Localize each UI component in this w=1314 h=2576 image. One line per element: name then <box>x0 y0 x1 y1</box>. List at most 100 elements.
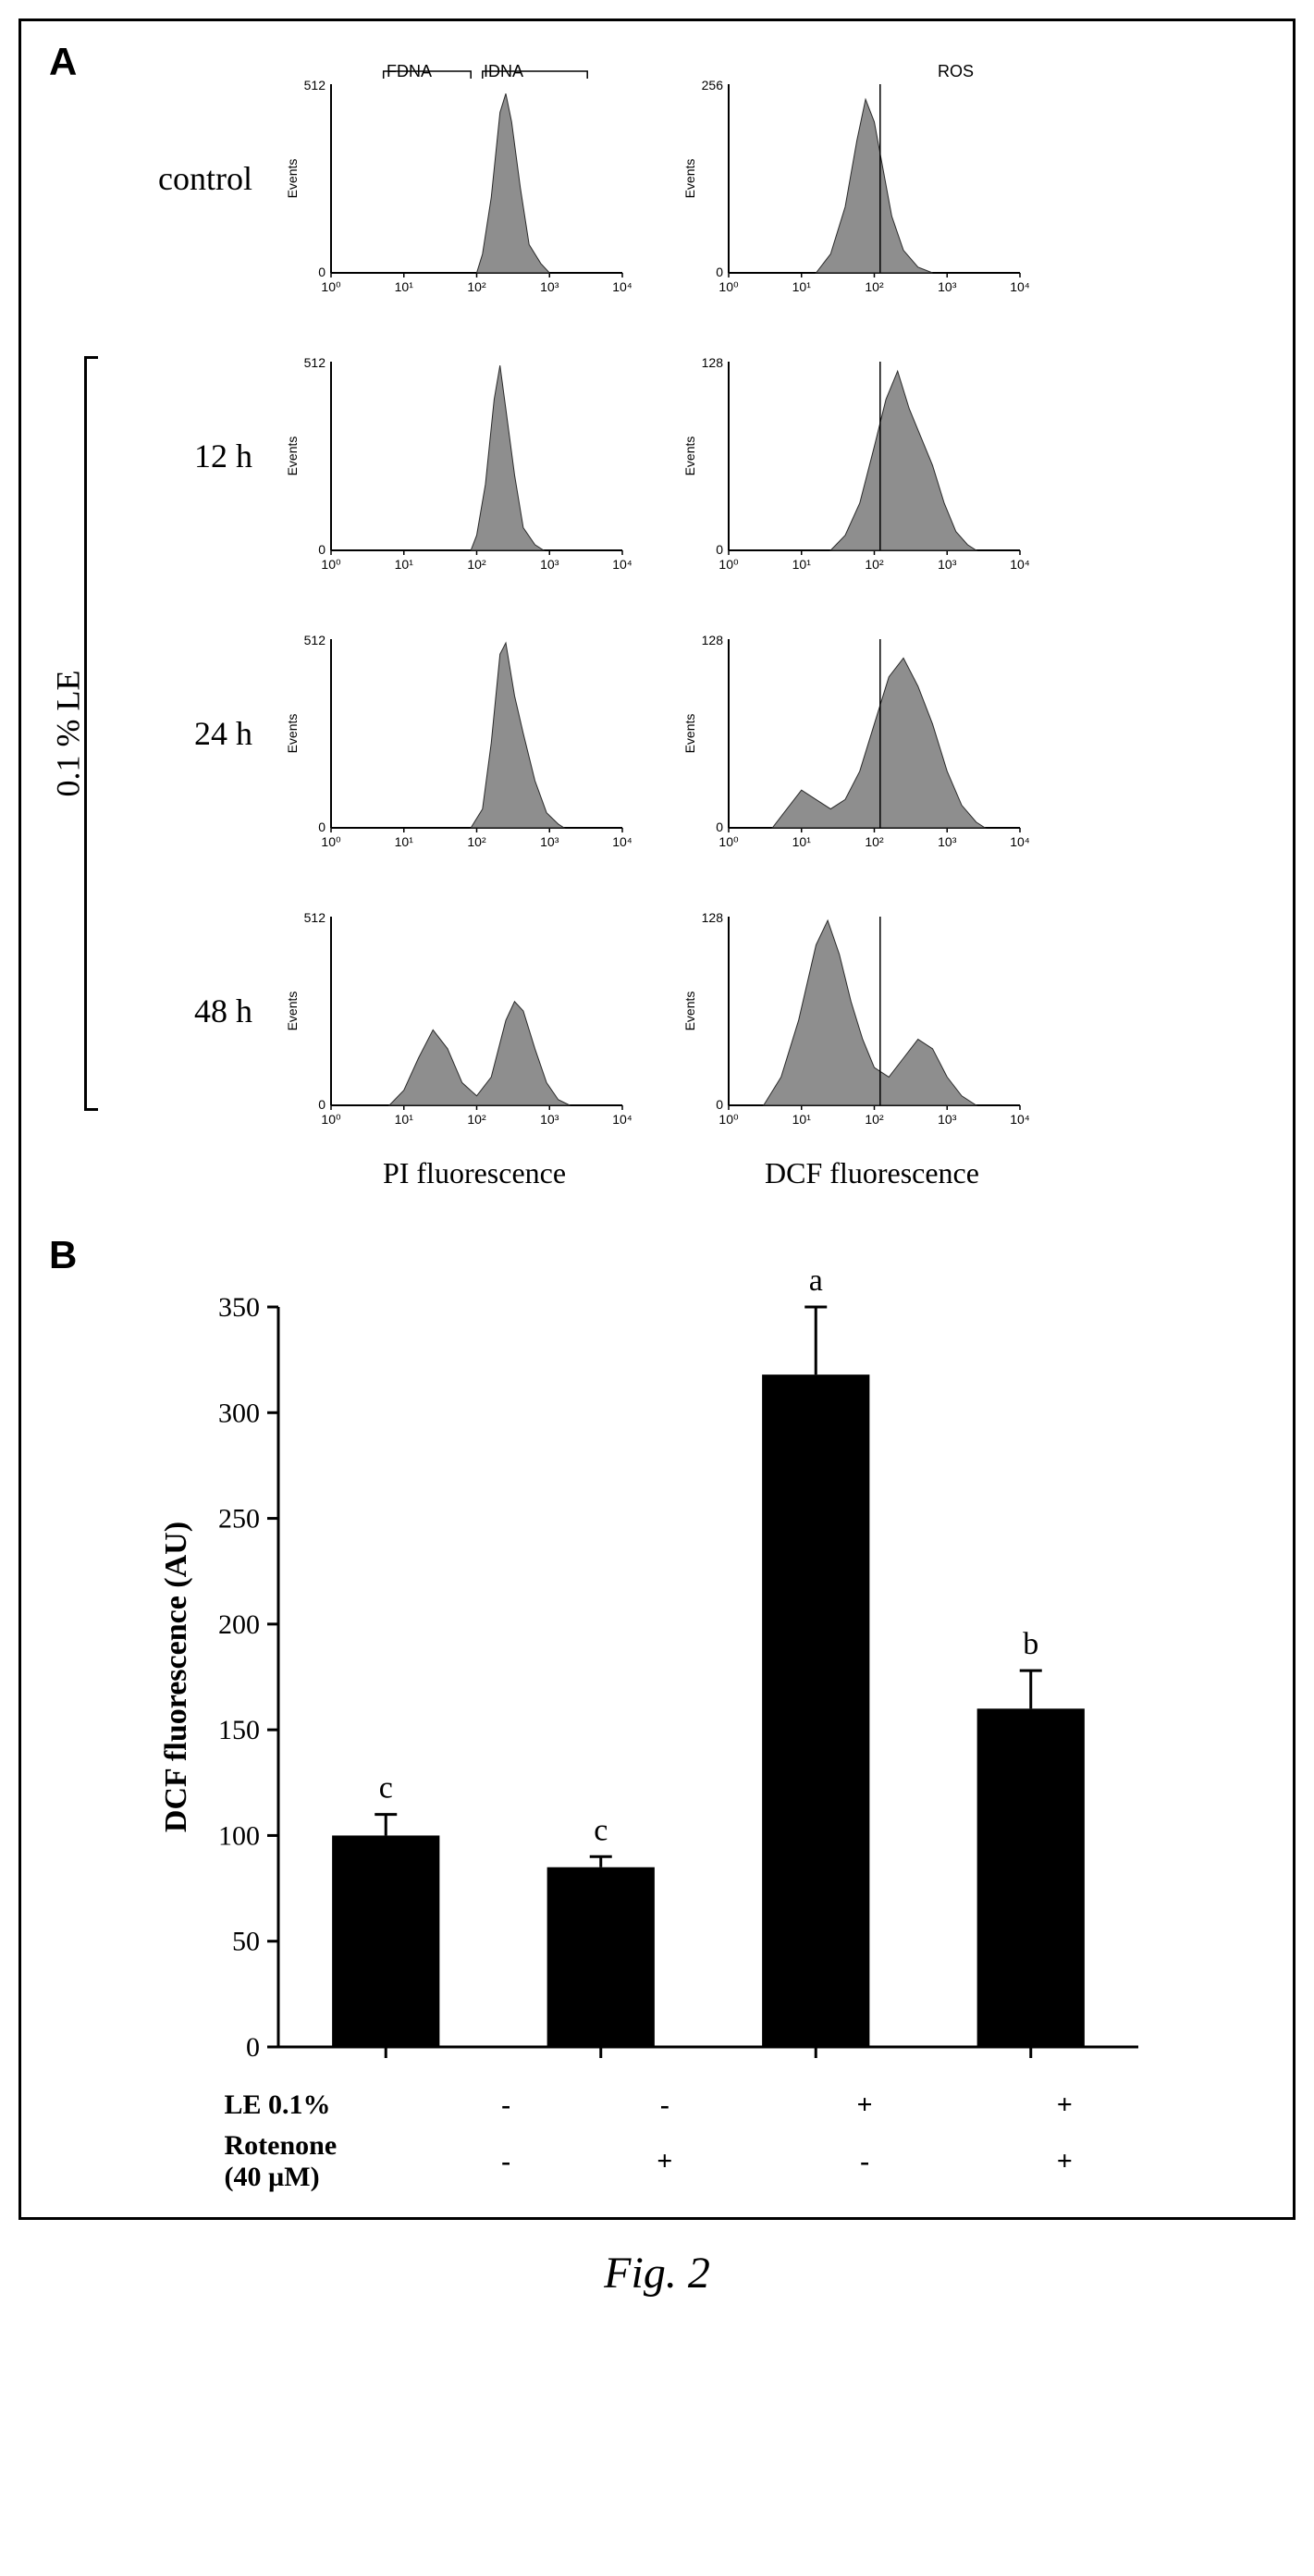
treatment-cell: + <box>766 2086 964 2125</box>
treatment-label-le: LE 0.1% <box>151 2086 447 2125</box>
svg-text:0: 0 <box>318 265 325 279</box>
svg-text:10⁰: 10⁰ <box>718 1112 739 1127</box>
xlabel-dcf: DCF fluorescence <box>678 1156 1066 1190</box>
svg-text:b: b <box>1023 1627 1038 1661</box>
svg-text:250: 250 <box>218 1504 260 1535</box>
histo-pi-12h: Events512010⁰10¹10²10³10⁴ <box>280 336 632 576</box>
svg-text:128: 128 <box>702 910 724 925</box>
svg-text:10⁰: 10⁰ <box>321 1112 341 1127</box>
svg-text:10³: 10³ <box>540 279 559 294</box>
treatment-table: LE 0.1% - - + + Rotenone (40 µM) - + - + <box>149 2084 1166 2199</box>
svg-text:300: 300 <box>218 1398 260 1428</box>
svg-text:10⁴: 10⁴ <box>612 834 632 849</box>
row-label-control: control <box>104 159 271 198</box>
svg-text:0: 0 <box>716 820 723 834</box>
treatment-row-rotenone: Rotenone (40 µM) - + - + <box>151 2126 1164 2197</box>
svg-text:512: 512 <box>304 355 326 370</box>
svg-text:DCF fluorescence (AU): DCF fluorescence (AU) <box>159 1522 193 1832</box>
svg-text:10²: 10² <box>467 557 486 572</box>
panel-b-label: B <box>49 1233 77 1277</box>
svg-text:c: c <box>378 1771 392 1806</box>
annotation-fdna: FDNA <box>387 62 432 81</box>
svg-text:10⁴: 10⁴ <box>612 1112 632 1127</box>
svg-text:10⁴: 10⁴ <box>612 557 632 572</box>
xlabel-pi: PI fluorescence <box>280 1156 669 1190</box>
svg-text:256: 256 <box>702 78 724 92</box>
svg-text:10²: 10² <box>865 557 884 572</box>
annotation-ros: ROS <box>938 62 974 81</box>
svg-text:10²: 10² <box>467 834 486 849</box>
svg-text:10⁰: 10⁰ <box>718 279 739 294</box>
svg-text:0: 0 <box>318 820 325 834</box>
svg-text:0: 0 <box>716 542 723 557</box>
row-label-12h: 12 h <box>104 437 271 475</box>
svg-text:10¹: 10¹ <box>395 279 414 294</box>
treatment-cell: + <box>965 2126 1163 2197</box>
treatment-label-rotenone: Rotenone (40 µM) <box>151 2126 447 2197</box>
svg-text:Events: Events <box>285 159 300 199</box>
treatment-cell: - <box>448 2086 564 2125</box>
panel-b: B 0 50 100 150 200 250 300 350 DCF fluorescence … <box>40 1233 1274 2199</box>
svg-text:10¹: 10¹ <box>792 279 812 294</box>
annotation-idna: IDNA <box>484 62 523 81</box>
svg-text:10⁴: 10⁴ <box>1010 557 1029 572</box>
svg-text:Events: Events <box>285 992 300 1031</box>
svg-text:10¹: 10¹ <box>792 1112 812 1127</box>
svg-text:10⁰: 10⁰ <box>321 279 341 294</box>
group-label-0p1-le: 0.1 % LE <box>40 714 95 753</box>
svg-text:128: 128 <box>702 355 724 370</box>
svg-text:0: 0 <box>246 2032 260 2063</box>
svg-text:10⁴: 10⁴ <box>612 279 632 294</box>
histo-dcf-control: Events256010⁰10¹10²10³10⁴ ROS <box>678 58 1029 299</box>
svg-text:10⁰: 10⁰ <box>321 557 341 572</box>
treatment-cell: - <box>766 2126 964 2197</box>
svg-text:Events: Events <box>285 714 300 754</box>
svg-text:200: 200 <box>218 1609 260 1640</box>
svg-text:10⁴: 10⁴ <box>1010 279 1029 294</box>
svg-text:10³: 10³ <box>540 834 559 849</box>
svg-text:100: 100 <box>218 1820 260 1851</box>
figure-2-container: A 0.1 % LE control Events512010⁰10¹10²10… <box>18 18 1296 2220</box>
svg-text:350: 350 <box>218 1292 260 1323</box>
svg-text:512: 512 <box>304 910 326 925</box>
svg-text:50: 50 <box>232 1927 260 1957</box>
panel-a-grid: 0.1 % LE control Events512010⁰10¹10²10³1… <box>40 40 1274 1196</box>
svg-text:10³: 10³ <box>938 834 957 849</box>
histo-dcf-12h: Events128010⁰10¹10²10³10⁴ <box>678 336 1029 576</box>
svg-text:Events: Events <box>682 437 697 476</box>
svg-text:512: 512 <box>304 78 326 92</box>
svg-text:10³: 10³ <box>540 1112 559 1127</box>
treatment-cell: - <box>448 2126 564 2197</box>
svg-text:0: 0 <box>716 1097 723 1112</box>
svg-text:c: c <box>594 1813 608 1847</box>
svg-text:10²: 10² <box>467 1112 486 1127</box>
svg-text:10⁴: 10⁴ <box>1010 834 1029 849</box>
histo-pi-48h: Events512010⁰10¹10²10³10⁴ <box>280 891 632 1131</box>
treatment-row-le: LE 0.1% - - + + <box>151 2086 1164 2125</box>
treatment-cell: + <box>566 2126 764 2197</box>
svg-text:10¹: 10¹ <box>395 557 414 572</box>
svg-text:a: a <box>808 1263 822 1298</box>
svg-text:10³: 10³ <box>938 1112 957 1127</box>
svg-text:10¹: 10¹ <box>792 834 812 849</box>
svg-text:Events: Events <box>682 992 697 1031</box>
row-label-48h: 48 h <box>104 992 271 1030</box>
svg-text:150: 150 <box>218 1715 260 1745</box>
treatment-cell: - <box>566 2086 764 2125</box>
svg-text:10⁰: 10⁰ <box>321 834 341 849</box>
treatment-cell: + <box>965 2086 1163 2125</box>
svg-text:0: 0 <box>716 265 723 279</box>
svg-text:10⁰: 10⁰ <box>718 557 739 572</box>
histo-pi-control: Events512010⁰10¹10²10³10⁴ FDNA IDNA <box>280 58 632 299</box>
figure-caption: Fig. 2 <box>18 2248 1296 2299</box>
svg-text:Events: Events <box>682 159 697 199</box>
svg-text:Events: Events <box>682 714 697 754</box>
svg-text:10²: 10² <box>865 1112 884 1127</box>
panel-a-label: A <box>49 40 77 84</box>
svg-text:10³: 10³ <box>938 557 957 572</box>
svg-text:Events: Events <box>285 437 300 476</box>
histo-dcf-48h: Events128010⁰10¹10²10³10⁴ <box>678 891 1029 1131</box>
svg-text:10¹: 10¹ <box>395 834 414 849</box>
histo-pi-24h: Events512010⁰10¹10²10³10⁴ <box>280 613 632 854</box>
panel-a: A 0.1 % LE control Events512010⁰10¹10²10… <box>40 40 1274 1233</box>
